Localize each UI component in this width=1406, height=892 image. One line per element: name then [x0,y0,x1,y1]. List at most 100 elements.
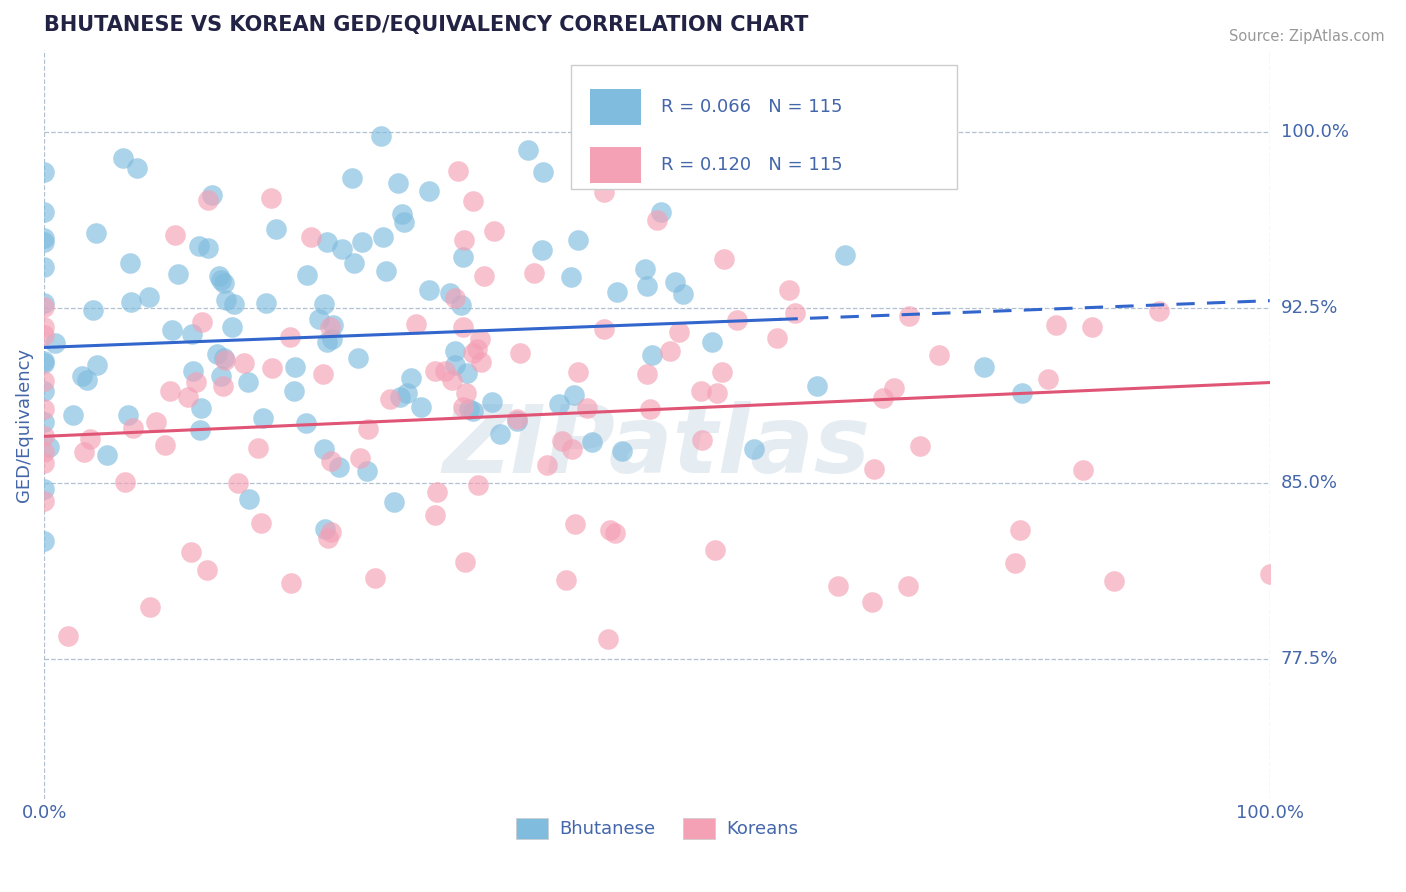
Point [162,322,184,336]
Point [908,439,931,453]
FancyBboxPatch shape [589,147,641,183]
Point [1004,556,1026,570]
Point [806,379,828,393]
Point [180,545,202,559]
Point [409,401,432,415]
Point [560,270,582,285]
Point [364,571,387,585]
Point [451,320,474,334]
Point [32,428,55,442]
Point [112,151,135,165]
Point [197,193,219,207]
Point [547,397,569,411]
Point [195,563,218,577]
Point [316,235,339,250]
Point [32,235,55,249]
Point [453,250,475,264]
Point [181,326,204,341]
Point [778,284,800,298]
Point [457,401,479,416]
Point [470,332,492,346]
Point [612,443,634,458]
Point [32,401,55,416]
Point [316,334,339,349]
Point [374,264,396,278]
Point [44,335,66,350]
Point [159,384,181,398]
Point [444,358,467,372]
Point [433,364,456,378]
Point [73,444,96,458]
Point [62,408,84,422]
Point [883,381,905,395]
Point [233,356,256,370]
Point [32,230,55,244]
Point [928,347,950,361]
Point [863,462,886,476]
Point [562,388,585,402]
Point [314,522,336,536]
Point [399,371,422,385]
Point [561,442,583,457]
Point [443,292,465,306]
Point [76,373,98,387]
Point [32,384,55,399]
Point [1258,566,1281,581]
Point [32,354,55,368]
Point [72,368,94,383]
Point [32,205,55,219]
Point [190,401,212,416]
Point [209,273,232,287]
Point [742,442,765,457]
Point [1102,574,1125,589]
Point [725,313,748,327]
Point [418,283,440,297]
Point [356,464,378,478]
Point [634,262,657,277]
Point [356,422,378,436]
Point [1008,523,1031,537]
Point [461,194,484,209]
Point [32,374,55,388]
Point [207,269,229,284]
Point [827,579,849,593]
Point [599,523,621,537]
Point [322,318,344,332]
Point [388,390,411,404]
Text: BHUTANESE VS KOREAN GED/EQUIVALENCY CORRELATION CHART: BHUTANESE VS KOREAN GED/EQUIVALENCY CORR… [44,15,808,35]
Point [181,364,204,378]
Point [834,248,856,262]
FancyBboxPatch shape [589,89,641,125]
Point [690,433,713,447]
Point [167,267,190,281]
Point [117,408,139,422]
Point [706,386,728,401]
Point [278,330,301,344]
Point [207,347,229,361]
Point [316,532,339,546]
Point [391,207,413,221]
Point [482,224,505,238]
Point [454,555,477,569]
Point [32,300,55,314]
Point [308,311,330,326]
Point [347,351,370,365]
Point [441,373,464,387]
Point [567,366,589,380]
Point [138,290,160,304]
Point [581,435,603,450]
Point [516,143,538,157]
Point [645,212,668,227]
Point [264,221,287,235]
Point [453,233,475,247]
Point [212,378,235,392]
Point [505,414,527,428]
Point [664,276,686,290]
Point [443,343,465,358]
Point [1045,318,1067,332]
Point [872,391,894,405]
Text: R = 0.066   N = 115: R = 0.066 N = 115 [661,98,842,116]
Y-axis label: GED/Equivalency: GED/Equivalency [15,348,32,501]
Point [474,268,496,283]
Point [295,416,318,430]
